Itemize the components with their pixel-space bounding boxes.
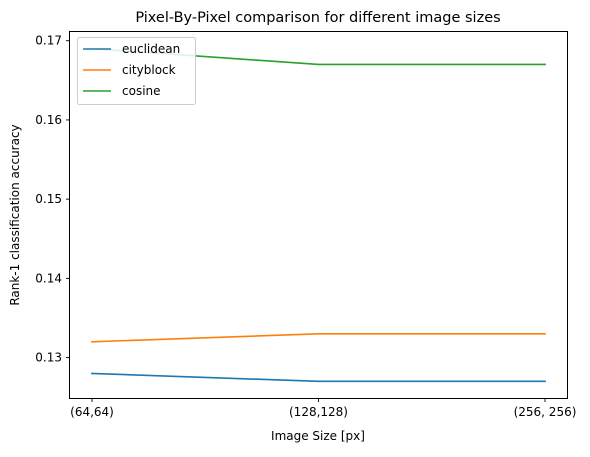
data-point-cosine-1	[317, 63, 320, 66]
legend-label-cosine: cosine	[122, 84, 161, 98]
data-point-euclidean-2	[544, 380, 546, 383]
data-point-cityblock-2	[544, 333, 546, 335]
x-tick-label: (256, 256)	[514, 405, 577, 419]
series-line-euclidean	[91, 372, 546, 383]
y-tick-label: 0.17	[35, 34, 62, 48]
y-tick-label: 0.16	[35, 113, 62, 127]
legend-box	[77, 37, 196, 105]
x-tick-label: (128,128)	[289, 405, 348, 419]
data-point-euclidean-1	[317, 380, 320, 383]
legend-label-cityblock: cityblock	[122, 63, 176, 77]
data-point-cityblock-1	[317, 333, 320, 335]
series-line-cityblock	[91, 333, 546, 343]
legend: euclidean cityblock cosine	[77, 37, 196, 105]
chart-title: Pixel-By-Pixel comparison for different …	[135, 10, 500, 26]
data-point-cityblock-0	[91, 340, 93, 343]
legend-label-euclidean: euclidean	[122, 42, 180, 56]
x-axis-label: Image Size [px]	[271, 429, 365, 443]
x-tick-label: (64,64)	[70, 405, 114, 419]
data-point-euclidean-0	[91, 372, 93, 375]
x-axis-ticks: (64,64) (128,128) (256, 256)	[70, 398, 576, 419]
y-tick-label: 0.14	[35, 271, 62, 285]
y-tick-label: 0.15	[35, 192, 62, 206]
y-axis-ticks: 0.13 0.14 0.15 0.16 0.17	[35, 34, 70, 365]
data-point-cosine-2	[544, 63, 546, 66]
y-tick-label: 0.13	[35, 351, 62, 365]
y-axis-label: Rank-1 classification accuracy	[8, 124, 22, 305]
